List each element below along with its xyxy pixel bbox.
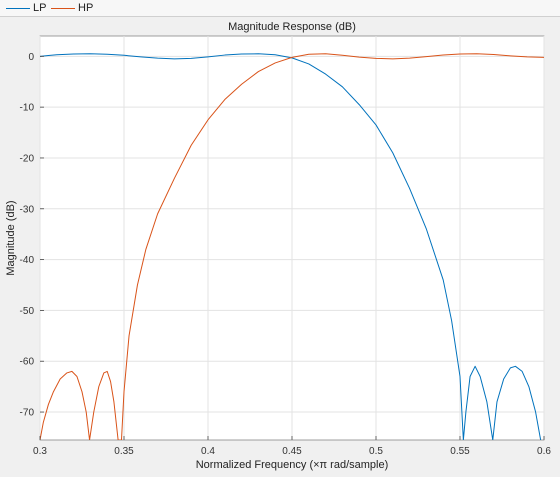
y-tick-label: -20 [20, 153, 35, 164]
x-tick-label: 0.4 [201, 446, 215, 457]
legend-item-lp[interactable]: LP [6, 0, 46, 16]
legend: LP HP [0, 0, 560, 17]
legend-swatch-lp [6, 7, 30, 9]
legend-label-lp: LP [33, 2, 47, 14]
x-tick-label: 0.55 [450, 446, 470, 457]
series-group [40, 53, 544, 440]
y-axis: 0 -10 -20 -30 -40 -50 -60 -70 [20, 52, 44, 419]
legend-swatch-hp [51, 7, 75, 9]
x-tick-label: 0.45 [282, 446, 302, 457]
series-line-hp [40, 53, 544, 440]
x-axis: 0.3 0.35 0.4 0.45 0.5 0.55 0.6 [33, 436, 551, 457]
x-tick-label: 0.5 [369, 446, 383, 457]
y-tick-label: 0 [28, 52, 34, 63]
legend-label-hp: HP [78, 2, 94, 14]
y-tick-label: -70 [20, 408, 35, 419]
x-axis-label: Normalized Frequency (×π rad/sample) [196, 459, 389, 471]
y-tick-label: -30 [20, 204, 35, 215]
y-axis-label: Magnitude (dB) [5, 200, 17, 275]
y-tick-label: -50 [20, 306, 35, 317]
chart-title: Magnitude Response (dB) [228, 21, 356, 33]
y-tick-label: -10 [20, 103, 35, 114]
grid [39, 36, 545, 440]
y-tick-label: -40 [20, 255, 35, 266]
x-tick-label: 0.35 [114, 446, 134, 457]
legend-item-hp[interactable]: HP [51, 0, 93, 16]
y-tick-label: -60 [20, 357, 35, 368]
x-tick-label: 0.3 [33, 446, 47, 457]
series-line-lp [40, 53, 542, 440]
x-tick-label: 0.6 [537, 446, 551, 457]
